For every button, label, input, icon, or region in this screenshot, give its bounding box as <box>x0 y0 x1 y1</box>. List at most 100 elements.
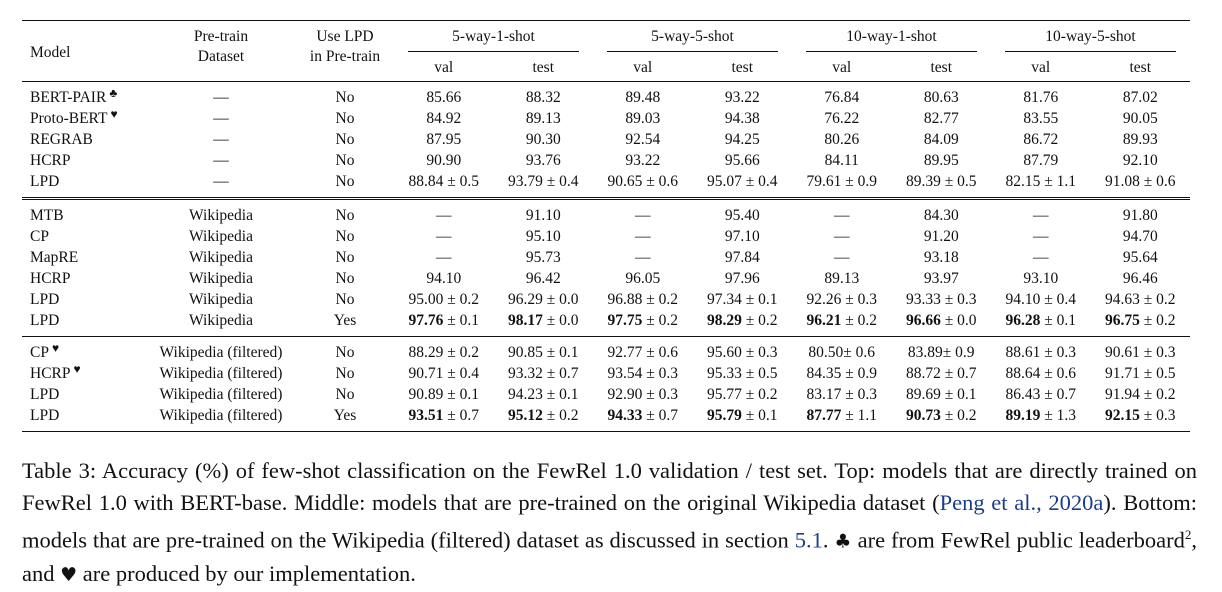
score-cell: 96.29 ± 0.0 <box>494 289 594 310</box>
score-value: 88.84 <box>408 172 444 190</box>
score-std: ± 0.1 <box>1040 311 1076 329</box>
header-group-5way5shot: 5-way-5-shot <box>593 21 792 55</box>
caption-text: are produced by our implementation. <box>77 560 416 586</box>
score-cell: 97.96 <box>693 268 793 289</box>
score-cell: 87.95 <box>394 129 494 150</box>
header-pretrain-line1: Pre-train <box>193 28 249 45</box>
score-cell: 84.09 <box>892 129 992 150</box>
score-value: 95.64 <box>1122 248 1158 266</box>
score-value: 95.07 <box>706 172 742 190</box>
score-cell: 91.10 <box>494 199 594 227</box>
score-cell: 93.32 ± 0.7 <box>494 363 594 384</box>
score-cell: 97.84 <box>693 247 793 268</box>
score-value: 94.70 <box>1122 227 1158 245</box>
score-cell: — <box>792 199 892 227</box>
citation-link[interactable]: Peng et al., 2020a <box>939 490 1104 515</box>
score-value: 93.76 <box>525 151 561 169</box>
caption-text: are from FewRel public leaderboard <box>851 527 1185 553</box>
score-cell: 90.30 <box>494 129 594 150</box>
dataset-cell: — <box>213 172 229 190</box>
score-value: 80.50 <box>808 343 844 361</box>
score-value: 89.48 <box>625 88 661 106</box>
score-value: 95.00 <box>408 290 444 308</box>
score-value: 90.30 <box>525 130 561 148</box>
score-value: — <box>436 248 452 266</box>
score-std: ± 0.2 <box>443 343 479 361</box>
score-cell: 88.32 <box>494 82 594 109</box>
score-value: 82.77 <box>923 109 959 127</box>
score-cell: 97.10 <box>693 226 793 247</box>
score-cell: 84.11 <box>792 150 892 171</box>
score-cell: 76.84 <box>792 82 892 109</box>
score-value: 94.38 <box>724 109 760 127</box>
score-value: — <box>834 206 850 224</box>
score-value: 97.10 <box>724 227 760 245</box>
score-value: 88.29 <box>408 343 444 361</box>
score-cell: 89.19 ± 1.3 <box>991 405 1091 432</box>
score-value: 87.77 <box>806 406 842 424</box>
table-row: HCRP ♥ Wikipedia (filtered) No 90.71 ± 0.4 93… <box>22 361 1191 384</box>
score-std: ± 0.7 <box>542 364 579 382</box>
score-value: 80.63 <box>923 88 959 106</box>
score-cell: 90.71 ± 0.4 <box>394 363 494 384</box>
table-row: CP Wikipedia No — 95.10 — 97.10 — 91.20 — 94.70 <box>22 226 1190 247</box>
score-value: 95.79 <box>706 406 742 424</box>
dataset-cell: — <box>213 88 229 106</box>
score-cell: 96.66 ± 0.0 <box>892 310 992 337</box>
score-cell: — <box>991 199 1091 227</box>
score-cell: 93.18 <box>892 247 992 268</box>
model-name: LPD <box>30 290 60 308</box>
model-cell: CP <box>22 226 146 247</box>
footnote-marker[interactable]: 2 <box>1184 527 1192 542</box>
model-name: HCRP <box>30 151 71 169</box>
score-value: 97.96 <box>724 269 760 287</box>
dataset-cell: Wikipedia (filtered) <box>159 343 283 361</box>
header-uselpd-line1: Use LPD <box>316 28 374 45</box>
score-value: 90.90 <box>426 151 462 169</box>
score-std: ± 0.1 <box>741 290 778 308</box>
score-cell: 88.72 ± 0.7 <box>892 363 992 384</box>
score-cell: 97.76 ± 0.1 <box>394 310 494 337</box>
score-std: ± 0.3 <box>642 385 678 403</box>
score-cell: 91.71 ± 0.5 <box>1091 363 1191 384</box>
header-group-10way1shot: 10-way-1-shot <box>792 21 991 55</box>
score-std: ± 0.9 <box>841 172 877 190</box>
score-cell: 83.55 <box>991 108 1091 129</box>
score-value: 94.23 <box>507 385 543 403</box>
model-name: LPD <box>30 385 60 403</box>
score-std: ± 0.5 <box>940 172 977 190</box>
model-cell: BERT-PAIR ♣ <box>22 82 146 109</box>
score-cell: 86.72 <box>991 129 1091 150</box>
score-std: ± 0.2 <box>542 406 579 424</box>
results-table-container: Model Pre-train Dataset Use LPD in Pre-t… <box>22 20 1190 432</box>
model-name: LPD <box>30 406 60 424</box>
score-value: 93.79 <box>507 172 543 190</box>
score-cell: 95.79 ± 0.1 <box>693 405 793 432</box>
score-std: ± 0.1 <box>443 311 479 329</box>
header-val: val <box>832 59 852 76</box>
score-value: 85.66 <box>426 88 462 106</box>
score-value: 82.15 <box>1005 172 1041 190</box>
dataset-cell: Wikipedia <box>189 269 253 287</box>
score-value: — <box>635 206 651 224</box>
score-std: ± 0.6 <box>642 343 678 361</box>
table-row: CP ♥ Wikipedia (filtered) No 88.29 ± 0.2 90.8… <box>22 337 1190 364</box>
score-cell: 88.64 ± 0.6 <box>991 363 1091 384</box>
score-value: 90.85 <box>507 343 543 361</box>
score-value: 88.32 <box>525 88 561 106</box>
score-std: ± 0.5 <box>741 364 778 382</box>
score-value: 96.75 <box>1104 311 1140 329</box>
header-test: test <box>1129 59 1152 76</box>
heart-icon: ♥ <box>73 361 81 376</box>
use-lpd-cell: No <box>335 109 355 127</box>
score-cell: 84.30 <box>892 199 992 227</box>
section-ref-link[interactable]: 5.1 <box>794 527 823 553</box>
score-value: 89.93 <box>1122 130 1158 148</box>
score-cell: 90.90 <box>394 150 494 171</box>
score-cell: 89.48 <box>593 82 693 109</box>
score-value: 96.42 <box>525 269 561 287</box>
score-cell: 93.22 <box>593 150 693 171</box>
score-value: 97.34 <box>706 290 742 308</box>
score-std: ± 0.3 <box>1040 343 1076 361</box>
score-value: 83.55 <box>1023 109 1059 127</box>
